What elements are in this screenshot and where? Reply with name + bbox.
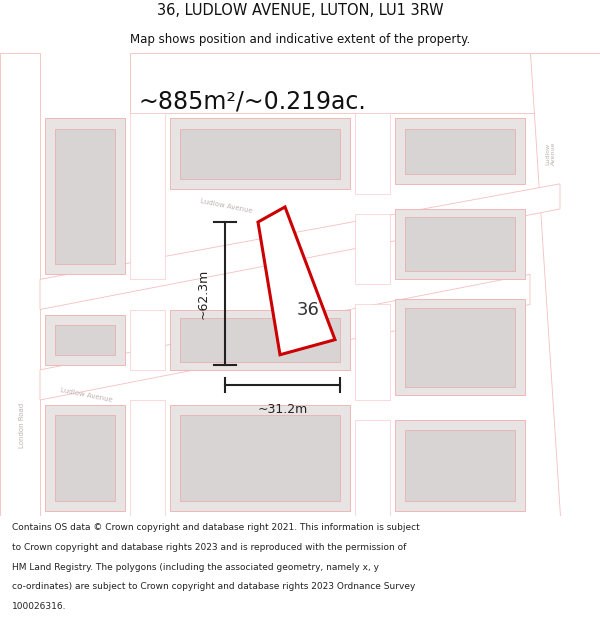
Text: co-ordinates) are subject to Crown copyright and database rights 2023 Ordnance S: co-ordinates) are subject to Crown copyr… bbox=[12, 582, 415, 591]
Text: 100026316.: 100026316. bbox=[12, 602, 67, 611]
Text: ~31.2m: ~31.2m bbox=[257, 403, 308, 416]
Polygon shape bbox=[170, 119, 350, 189]
Polygon shape bbox=[405, 217, 515, 271]
Polygon shape bbox=[40, 184, 560, 309]
Polygon shape bbox=[395, 209, 525, 279]
Polygon shape bbox=[530, 53, 600, 516]
Polygon shape bbox=[55, 415, 115, 501]
Polygon shape bbox=[45, 405, 125, 511]
Polygon shape bbox=[405, 129, 515, 174]
Text: Ludlow
Avenue: Ludlow Avenue bbox=[545, 142, 556, 166]
Polygon shape bbox=[355, 420, 390, 516]
Text: to Crown copyright and database rights 2023 and is reproduced with the permissio: to Crown copyright and database rights 2… bbox=[12, 543, 406, 552]
Polygon shape bbox=[130, 53, 600, 114]
Text: London Road: London Road bbox=[19, 402, 25, 448]
Polygon shape bbox=[130, 309, 165, 370]
Text: Map shows position and indicative extent of the property.: Map shows position and indicative extent… bbox=[130, 33, 470, 46]
Polygon shape bbox=[170, 405, 350, 511]
Polygon shape bbox=[130, 114, 165, 279]
Polygon shape bbox=[355, 214, 390, 284]
Text: ~62.3m: ~62.3m bbox=[197, 268, 210, 319]
Polygon shape bbox=[130, 400, 165, 516]
Text: Ludlow Avenue: Ludlow Avenue bbox=[60, 387, 113, 403]
Polygon shape bbox=[395, 119, 525, 184]
Polygon shape bbox=[55, 324, 115, 355]
Polygon shape bbox=[180, 415, 340, 501]
Text: ~885m²/~0.219ac.: ~885m²/~0.219ac. bbox=[138, 89, 366, 114]
Polygon shape bbox=[258, 207, 335, 355]
Text: HM Land Registry. The polygons (including the associated geometry, namely x, y: HM Land Registry. The polygons (includin… bbox=[12, 562, 379, 572]
Polygon shape bbox=[45, 119, 125, 274]
Polygon shape bbox=[405, 308, 515, 387]
Polygon shape bbox=[355, 114, 390, 194]
Text: 36: 36 bbox=[296, 301, 319, 319]
Polygon shape bbox=[170, 309, 350, 370]
Polygon shape bbox=[355, 304, 390, 400]
Polygon shape bbox=[405, 430, 515, 501]
Text: Contains OS data © Crown copyright and database right 2021. This information is : Contains OS data © Crown copyright and d… bbox=[12, 523, 420, 532]
Polygon shape bbox=[45, 314, 125, 365]
Polygon shape bbox=[395, 420, 525, 511]
Polygon shape bbox=[40, 274, 530, 400]
Polygon shape bbox=[0, 53, 40, 516]
Polygon shape bbox=[395, 299, 525, 395]
Polygon shape bbox=[180, 129, 340, 179]
Text: Ludlow Avenue: Ludlow Avenue bbox=[200, 198, 253, 214]
Polygon shape bbox=[55, 129, 115, 264]
Polygon shape bbox=[180, 318, 340, 362]
Text: 36, LUDLOW AVENUE, LUTON, LU1 3RW: 36, LUDLOW AVENUE, LUTON, LU1 3RW bbox=[157, 3, 443, 18]
